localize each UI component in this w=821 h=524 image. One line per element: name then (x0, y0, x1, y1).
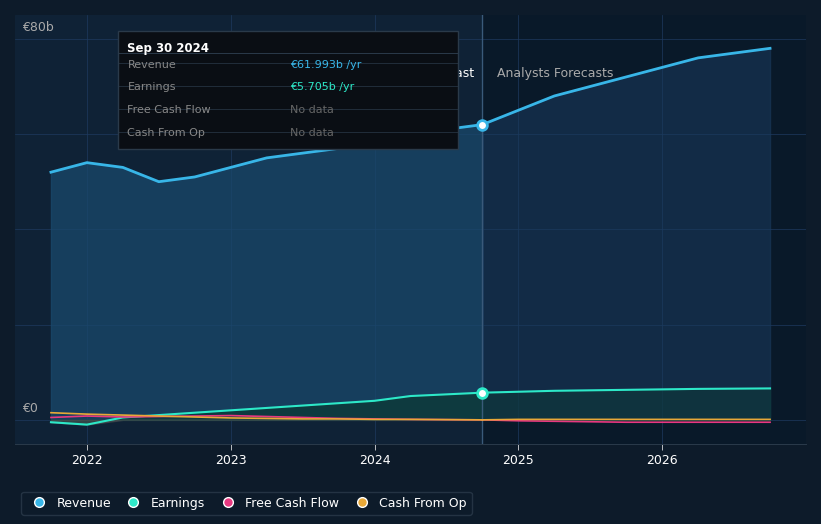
Text: Free Cash Flow: Free Cash Flow (127, 105, 211, 115)
Text: €5.705b /yr: €5.705b /yr (290, 82, 355, 92)
Text: €0: €0 (22, 402, 38, 415)
Text: Analysts Forecasts: Analysts Forecasts (497, 68, 613, 80)
Text: Revenue: Revenue (127, 60, 177, 70)
Text: €80b: €80b (22, 21, 54, 34)
Text: No data: No data (290, 105, 334, 115)
Text: Past: Past (449, 68, 475, 80)
Bar (15, 15, 483, 444)
Bar (483, 15, 806, 444)
Text: Earnings: Earnings (127, 82, 176, 92)
Text: €61.993b /yr: €61.993b /yr (290, 60, 361, 70)
Text: No data: No data (290, 128, 334, 138)
Text: Sep 30 2024: Sep 30 2024 (127, 42, 209, 55)
Text: Cash From Op: Cash From Op (127, 128, 205, 138)
Legend: Revenue, Earnings, Free Cash Flow, Cash From Op: Revenue, Earnings, Free Cash Flow, Cash … (21, 492, 471, 515)
